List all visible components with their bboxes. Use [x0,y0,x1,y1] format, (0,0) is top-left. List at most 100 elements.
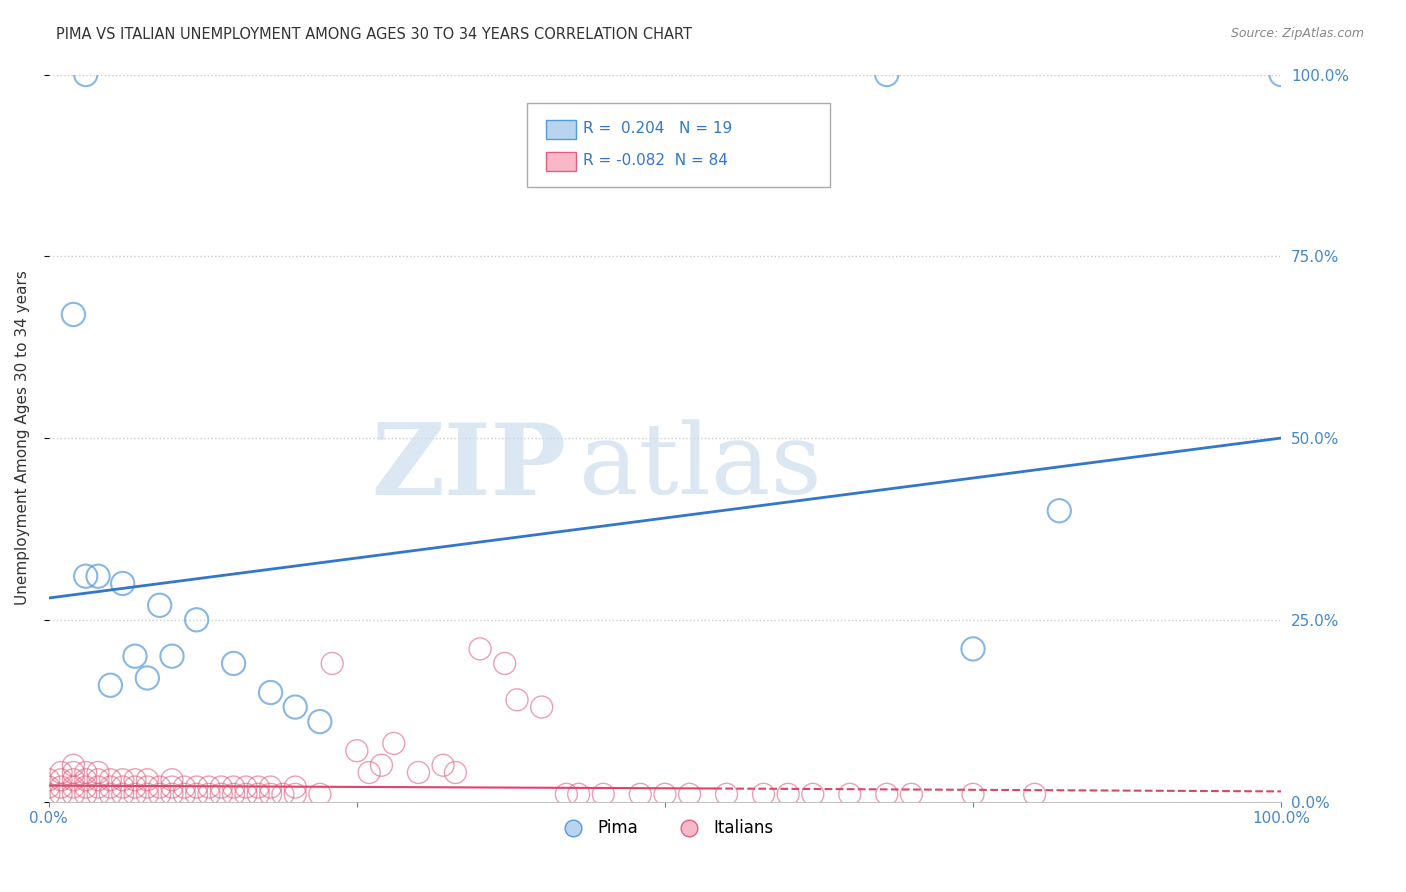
Point [124,787,146,801]
Point [75,68,97,82]
Text: R = -0.082  N = 84: R = -0.082 N = 84 [583,153,728,168]
Legend: Pima, Italians: Pima, Italians [550,813,780,844]
Point [555,787,578,801]
Point [876,787,898,801]
Point [98,678,121,692]
Point [136,772,159,787]
Point [62,772,84,787]
Point [444,765,467,780]
Point [149,599,172,613]
Point [136,780,159,794]
Point [346,744,368,758]
Point [173,780,195,794]
Point [136,671,159,685]
Point [198,780,221,794]
Point [432,758,454,772]
Text: R =  0.204   N = 19: R = 0.204 N = 19 [583,121,733,136]
Point [530,700,553,714]
Point [87,772,110,787]
Point [173,787,195,801]
Point [87,787,110,801]
Point [801,787,824,801]
Point [247,780,270,794]
Point [111,576,134,591]
Point [259,780,281,794]
Point [778,787,800,801]
Text: PIMA VS ITALIAN UNEMPLOYMENT AMONG AGES 30 TO 34 YEARS CORRELATION CHART: PIMA VS ITALIAN UNEMPLOYMENT AMONG AGES … [56,27,692,42]
Point [592,787,614,801]
Point [149,787,172,801]
Point [309,714,332,729]
Y-axis label: Unemployment Among Ages 30 to 34 years: Unemployment Among Ages 30 to 34 years [15,270,30,606]
Point [62,765,84,780]
Text: ZIP: ZIP [371,418,567,516]
Point [75,772,97,787]
Point [222,657,245,671]
Point [149,780,172,794]
Point [1270,68,1292,82]
Point [309,787,332,801]
Point [62,787,84,801]
Point [98,780,121,794]
Point [962,787,984,801]
Point [284,787,307,801]
Point [186,780,208,794]
Point [49,765,72,780]
Point [160,772,183,787]
Point [628,787,651,801]
Point [49,780,72,794]
Point [382,736,405,750]
Point [62,780,84,794]
Point [111,780,134,794]
Point [284,700,307,714]
Point [235,787,257,801]
Point [222,787,245,801]
Point [75,569,97,583]
Point [38,772,60,787]
Point [98,772,121,787]
Point [186,787,208,801]
Point [359,765,381,780]
Point [209,780,232,794]
Point [75,780,97,794]
Point [98,787,121,801]
Point [198,787,221,801]
Point [124,780,146,794]
Point [87,569,110,583]
Point [962,641,984,656]
Point [87,765,110,780]
Point [209,787,232,801]
Point [838,787,860,801]
Point [468,641,491,656]
Point [38,787,60,801]
Point [259,685,281,699]
Point [752,787,775,801]
Point [49,787,72,801]
Point [49,772,72,787]
Point [408,765,430,780]
Point [1024,787,1046,801]
Point [259,787,281,801]
Point [38,780,60,794]
Point [160,780,183,794]
Point [160,649,183,664]
Point [111,787,134,801]
Point [716,787,738,801]
Point [160,787,183,801]
Point [284,780,307,794]
Point [124,649,146,664]
Point [678,787,700,801]
Point [235,780,257,794]
Point [876,68,898,82]
Point [62,758,84,772]
Point [75,765,97,780]
Point [654,787,676,801]
Point [62,308,84,322]
Point [370,758,392,772]
Point [506,693,529,707]
Point [87,780,110,794]
Text: Source: ZipAtlas.com: Source: ZipAtlas.com [1230,27,1364,40]
Point [186,613,208,627]
Point [111,772,134,787]
Point [222,780,245,794]
